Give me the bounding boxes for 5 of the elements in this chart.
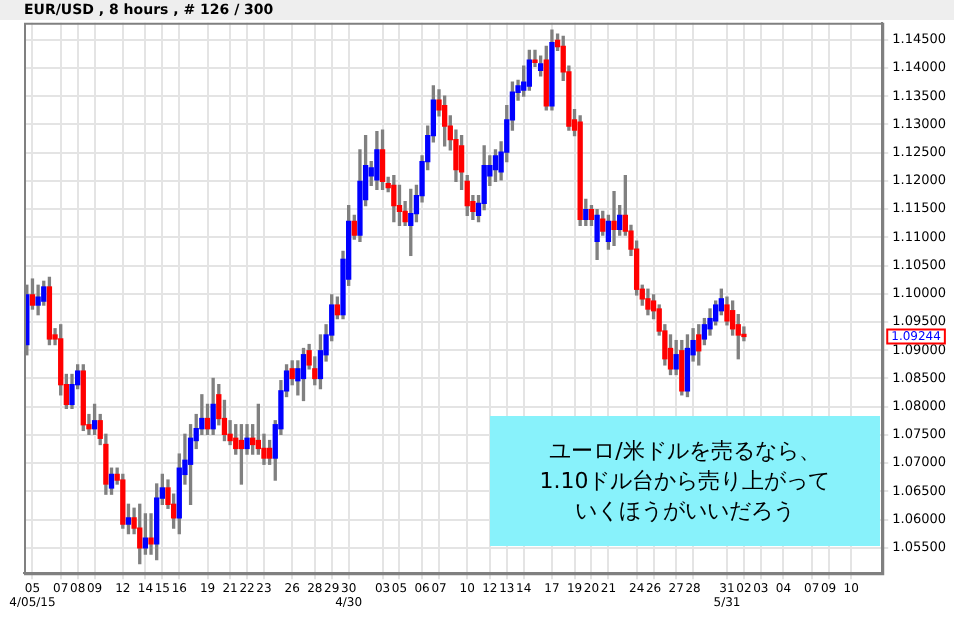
candlestick: [611, 190, 617, 246]
annotation: いくほうがいいだろう: [575, 496, 795, 526]
annotation: ユーロ/米ドルを売るなら、: [549, 436, 821, 466]
callout-box: ユーロ/米ドルを売るなら、 1.10ドル台から売り上がって いくほうがいいだろう: [490, 416, 880, 546]
annotation: 1.10ドル台から売り上がって: [539, 466, 831, 496]
